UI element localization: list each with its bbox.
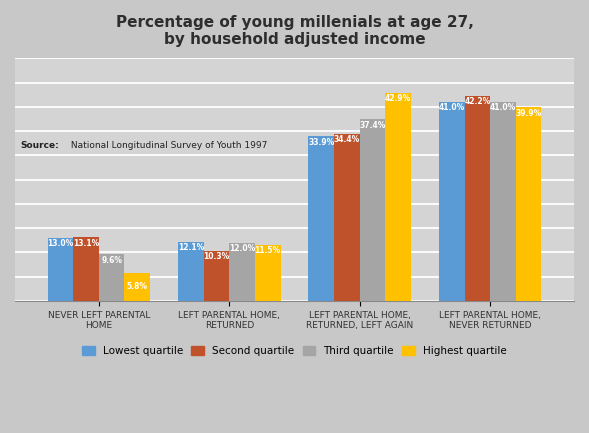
Bar — [334, 134, 360, 301]
Text: 34.4%: 34.4% — [334, 135, 360, 144]
Bar — [309, 136, 334, 301]
Text: 9.6%: 9.6% — [101, 255, 122, 265]
Text: 33.9%: 33.9% — [308, 138, 335, 147]
Bar — [490, 102, 516, 301]
Text: Source:: Source: — [21, 142, 59, 151]
Legend: Lowest quartile, Second quartile, Third quartile, Highest quartile: Lowest quartile, Second quartile, Third … — [82, 346, 507, 356]
Bar — [178, 242, 204, 301]
Text: 5.8%: 5.8% — [127, 282, 148, 291]
Bar — [360, 120, 385, 301]
Bar — [385, 93, 411, 301]
Bar — [255, 245, 280, 301]
Bar — [204, 251, 229, 301]
Bar — [48, 238, 73, 301]
Bar — [73, 237, 99, 301]
Text: 11.5%: 11.5% — [254, 246, 281, 255]
Text: 41.0%: 41.0% — [439, 103, 465, 112]
Bar — [439, 102, 465, 301]
Text: 37.4%: 37.4% — [359, 121, 386, 130]
Text: National Longitudinal Survey of Youth 1997: National Longitudinal Survey of Youth 19… — [68, 142, 267, 151]
Text: 39.9%: 39.9% — [515, 109, 542, 118]
Bar — [516, 107, 541, 301]
Bar — [124, 273, 150, 301]
Text: 41.0%: 41.0% — [490, 103, 516, 112]
Text: 42.9%: 42.9% — [385, 94, 411, 103]
Title: Percentage of young millenials at age 27,
by household adjusted income: Percentage of young millenials at age 27… — [115, 15, 474, 47]
Text: 13.0%: 13.0% — [47, 239, 74, 248]
Text: 13.1%: 13.1% — [73, 239, 99, 248]
Text: 12.0%: 12.0% — [229, 244, 255, 253]
Text: 10.3%: 10.3% — [203, 252, 230, 261]
Bar — [465, 96, 490, 301]
Bar — [99, 254, 124, 301]
Text: 12.1%: 12.1% — [178, 243, 204, 252]
Text: 42.2%: 42.2% — [464, 97, 491, 107]
Bar — [229, 242, 255, 301]
